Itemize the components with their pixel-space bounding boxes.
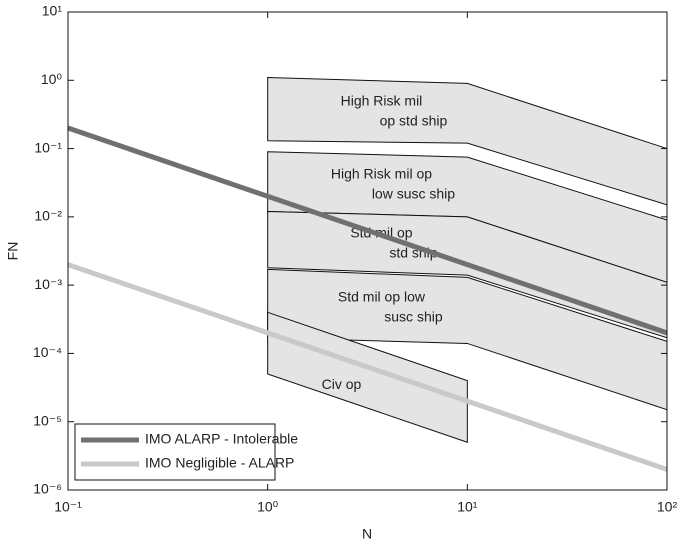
- band-label: Civ op: [322, 376, 362, 392]
- fn-line: [67, 125, 668, 336]
- x-tick-label: 10⁻¹: [54, 499, 82, 515]
- band-label: High Risk mil op: [331, 166, 432, 182]
- y-axis-label: FN: [5, 242, 21, 261]
- y-tick-label: 10⁻²: [34, 208, 62, 224]
- band-label: susc ship: [384, 309, 443, 325]
- legend-label: IMO ALARP - Intolerable: [145, 431, 298, 447]
- y-tick-label: 10⁰: [41, 71, 63, 87]
- y-tick-label: 10⁻³: [34, 276, 62, 292]
- x-tick-label: 10⁰: [257, 499, 279, 515]
- x-axis-label: N: [362, 526, 372, 542]
- risk-band: [267, 311, 468, 443]
- y-tick-label: 10⁻⁴: [33, 344, 62, 360]
- band-label: op std ship: [380, 112, 448, 128]
- band-label: low susc ship: [372, 186, 455, 202]
- y-tick-label: 10⁻⁶: [33, 481, 62, 497]
- legend-box: [74, 423, 276, 481]
- x-tick-label: 10¹: [457, 499, 478, 515]
- y-tick-label: 10⁻⁵: [33, 412, 62, 428]
- legend-label: IMO Negligible - ALARP: [145, 455, 294, 471]
- band-label: High Risk mil: [341, 92, 423, 108]
- band-label: Std mil op low: [338, 289, 426, 305]
- fn-line: [67, 262, 668, 472]
- y-tick-label: 10¹: [42, 3, 63, 19]
- y-tick-label: 10⁻¹: [34, 139, 62, 155]
- x-tick-label: 10²: [657, 499, 678, 515]
- plot-frame: [67, 11, 668, 491]
